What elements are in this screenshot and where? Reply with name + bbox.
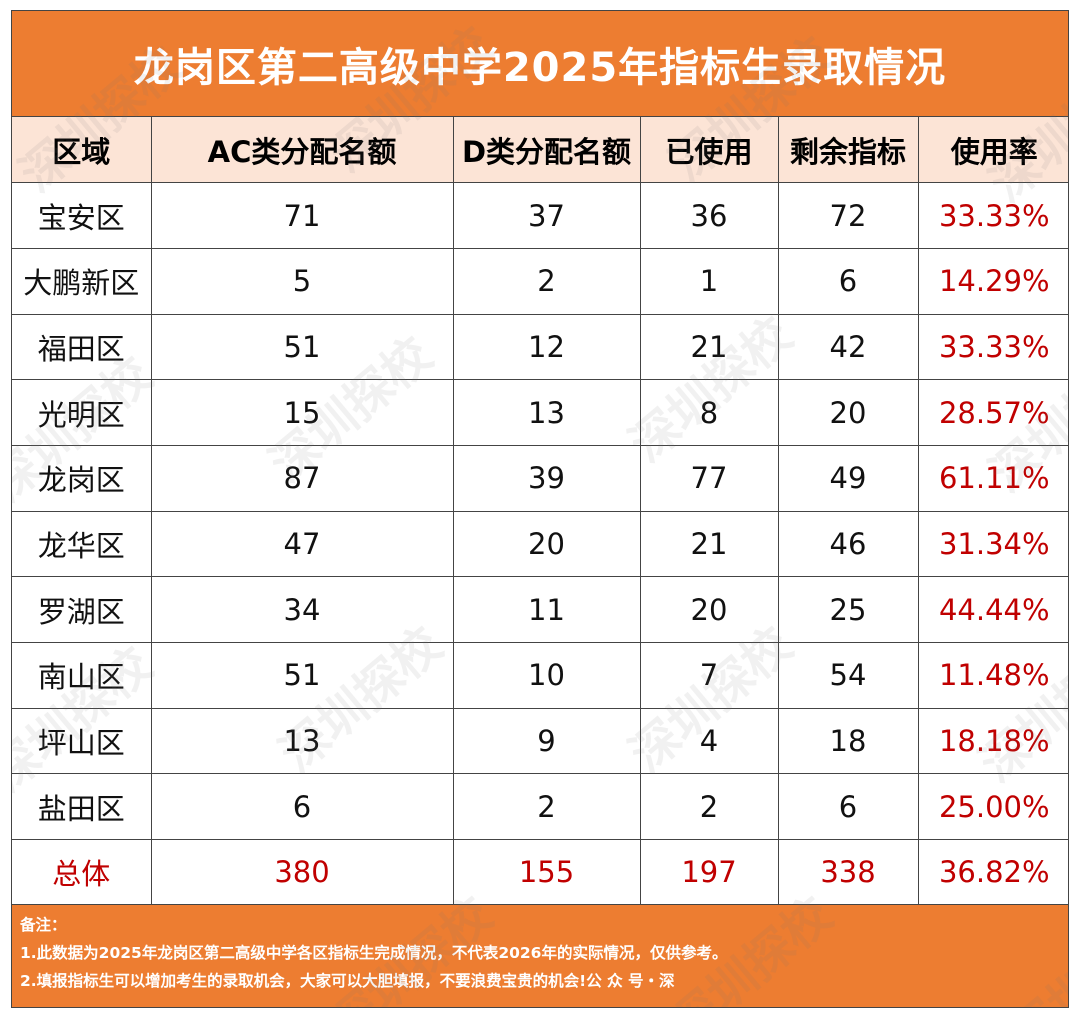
usage-rate-cell: 18.18% <box>917 707 1068 775</box>
total-remaining-cell: 338 <box>777 839 919 906</box>
usage-rate-cell: 61.11% <box>917 444 1068 512</box>
column-header: 已使用 <box>639 117 779 184</box>
usage-rate-cell: 14.29% <box>917 247 1068 315</box>
notes-line-1: 1.此数据为2025年龙岗区第二高级中学各区指标生完成情况，不代表2026年的实… <box>20 944 728 962</box>
used-cell: 8 <box>639 379 779 446</box>
total-d-quota-cell: 155 <box>452 839 641 906</box>
ac-quota-cell: 51 <box>150 642 454 709</box>
remaining-cell: 46 <box>777 510 919 578</box>
region-cell: 大鹏新区 <box>12 247 152 315</box>
table-row: 盐田区 6 2 2 6 25.00% <box>12 773 1068 841</box>
used-cell: 77 <box>639 444 779 512</box>
ac-quota-cell: 34 <box>150 576 454 643</box>
quota-table: 区域 AC类分配名额 D类分配名额 已使用 剩余指标 使用率 宝安区 71 37 36 72 33.… <box>12 117 1068 906</box>
remaining-cell: 72 <box>777 182 919 249</box>
region-cell: 龙华区 <box>12 510 152 578</box>
ac-quota-cell: 13 <box>150 707 454 775</box>
ac-quota-cell: 5 <box>150 247 454 315</box>
region-cell: 宝安区 <box>12 182 152 249</box>
usage-rate-cell: 25.00% <box>917 773 1068 841</box>
total-usage-rate-cell: 36.82% <box>917 839 1068 906</box>
table-row: 宝安区 71 37 36 72 33.33% <box>12 182 1068 249</box>
table-row: 光明区 15 13 8 20 28.57% <box>12 379 1068 446</box>
d-quota-cell: 9 <box>452 707 641 775</box>
remaining-cell: 6 <box>777 247 919 315</box>
total-region-cell: 总体 <box>12 839 152 906</box>
region-cell: 盐田区 <box>12 773 152 841</box>
column-header: 使用率 <box>917 117 1068 184</box>
d-quota-cell: 2 <box>452 247 641 315</box>
remaining-cell: 20 <box>777 379 919 446</box>
remaining-cell: 54 <box>777 642 919 709</box>
notes-heading: 备注： <box>20 916 67 934</box>
usage-rate-cell: 44.44% <box>917 576 1068 643</box>
column-header: D类分配名额 <box>452 117 641 184</box>
remaining-cell: 18 <box>777 707 919 775</box>
total-ac-quota-cell: 380 <box>150 839 454 906</box>
used-cell: 4 <box>639 707 779 775</box>
region-cell: 南山区 <box>12 642 152 709</box>
table-row: 龙岗区 87 39 77 49 61.11% <box>12 444 1068 512</box>
region-cell: 龙岗区 <box>12 444 152 512</box>
notes-section: 备注： 1.此数据为2025年龙岗区第二高级中学各区指标生完成情况，不代表202… <box>12 904 1068 1007</box>
remaining-cell: 6 <box>777 773 919 841</box>
table-row: 坪山区 13 9 4 18 18.18% <box>12 707 1068 775</box>
ac-quota-cell: 71 <box>150 182 454 249</box>
column-header: AC类分配名额 <box>150 117 454 184</box>
table-row: 罗湖区 34 11 20 25 44.44% <box>12 576 1068 643</box>
column-header: 区域 <box>12 117 152 184</box>
usage-rate-cell: 11.48% <box>917 642 1068 709</box>
d-quota-cell: 20 <box>452 510 641 578</box>
table-row: 福田区 51 12 21 42 33.33% <box>12 313 1068 381</box>
page-title: 龙岗区第二高级中学2025年指标生录取情况 <box>12 11 1068 117</box>
usage-rate-cell: 33.33% <box>917 313 1068 381</box>
usage-rate-cell: 31.34% <box>917 510 1068 578</box>
table-row: 龙华区 47 20 21 46 31.34% <box>12 510 1068 578</box>
d-quota-cell: 12 <box>452 313 641 381</box>
ac-quota-cell: 6 <box>150 773 454 841</box>
table-row: 大鹏新区 5 2 1 6 14.29% <box>12 247 1068 315</box>
ac-quota-cell: 47 <box>150 510 454 578</box>
d-quota-cell: 37 <box>452 182 641 249</box>
d-quota-cell: 11 <box>452 576 641 643</box>
usage-rate-cell: 28.57% <box>917 379 1068 446</box>
d-quota-cell: 10 <box>452 642 641 709</box>
used-cell: 36 <box>639 182 779 249</box>
d-quota-cell: 13 <box>452 379 641 446</box>
region-cell: 光明区 <box>12 379 152 446</box>
used-cell: 21 <box>639 510 779 578</box>
table-card: 龙岗区第二高级中学2025年指标生录取情况 区域 AC类分配名额 D类分配名额 已使用… <box>11 10 1069 1008</box>
ac-quota-cell: 87 <box>150 444 454 512</box>
region-cell: 罗湖区 <box>12 576 152 643</box>
used-cell: 7 <box>639 642 779 709</box>
table-header-row: 区域 AC类分配名额 D类分配名额 已使用 剩余指标 使用率 <box>12 117 1068 184</box>
remaining-cell: 25 <box>777 576 919 643</box>
total-row: 总体 380 155 197 338 36.82% <box>12 839 1068 906</box>
region-cell: 福田区 <box>12 313 152 381</box>
remaining-cell: 42 <box>777 313 919 381</box>
used-cell: 1 <box>639 247 779 315</box>
region-cell: 坪山区 <box>12 707 152 775</box>
used-cell: 2 <box>639 773 779 841</box>
ac-quota-cell: 15 <box>150 379 454 446</box>
d-quota-cell: 39 <box>452 444 641 512</box>
remaining-cell: 49 <box>777 444 919 512</box>
usage-rate-cell: 33.33% <box>917 182 1068 249</box>
used-cell: 21 <box>639 313 779 381</box>
d-quota-cell: 2 <box>452 773 641 841</box>
ac-quota-cell: 51 <box>150 313 454 381</box>
total-used-cell: 197 <box>639 839 779 906</box>
notes-line-2: 2.填报指标生可以增加考生的录取机会，大家可以大胆填报，不要浪费宝贵的机会!公 … <box>20 972 675 990</box>
used-cell: 20 <box>639 576 779 643</box>
column-header: 剩余指标 <box>777 117 919 184</box>
table-row: 南山区 51 10 7 54 11.48% <box>12 642 1068 709</box>
